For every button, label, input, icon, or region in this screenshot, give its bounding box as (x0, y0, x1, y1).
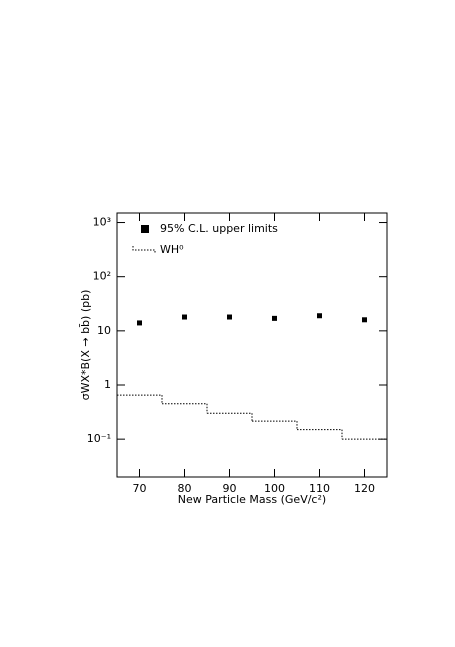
x-tick-label: 120 (354, 482, 375, 495)
y-tick-label: 1 (104, 378, 111, 391)
data-point (137, 320, 142, 326)
y-tick-label: 10³ (93, 216, 111, 229)
y-axis-label: σWX*B(X → bb̄) (pb) (79, 290, 92, 401)
legend-label: WH⁰ (160, 243, 184, 256)
legend-swatch (132, 246, 156, 253)
plot-frame (116, 212, 388, 478)
x-tick-label: 100 (264, 482, 285, 495)
data-point (317, 313, 322, 319)
y-tick-label: 10⁻¹ (87, 432, 111, 445)
data-point (362, 317, 367, 323)
data-point (272, 315, 277, 321)
data-point (182, 314, 187, 320)
legend-label: 95% C.L. upper limits (160, 222, 278, 235)
x-axis-label: New Particle Mass (GeV/c²) (178, 493, 326, 506)
legend-swatch (141, 225, 149, 233)
x-tick-label: 80 (178, 482, 192, 495)
data-point (227, 314, 232, 320)
y-tick-label: 10 (97, 324, 111, 337)
x-tick-label: 110 (309, 482, 330, 495)
x-tick-label: 70 (133, 482, 147, 495)
x-tick-label: 90 (223, 482, 237, 495)
y-tick-label: 10² (93, 270, 111, 283)
